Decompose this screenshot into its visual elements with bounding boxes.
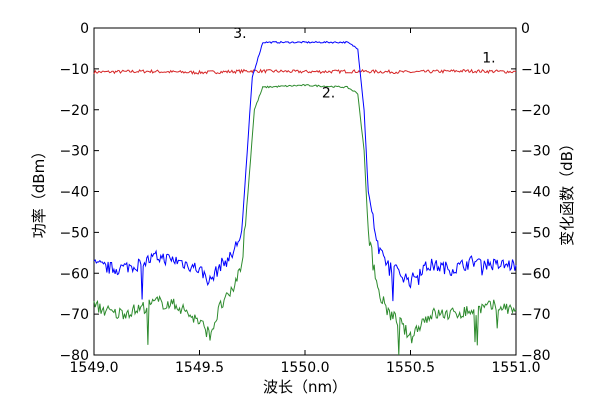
x-tick-label: 1549.0 [70,360,119,376]
annotation-label: 3. [233,26,246,42]
series-line-1 [93,68,517,75]
annotation-label: 2. [322,85,335,101]
y-tick-label-right: −80 [521,348,551,364]
series-group [93,40,517,356]
y-tick-label-left: −20 [59,103,89,119]
y-axis-label-left: 功率（dBm） [30,144,48,238]
y-tick-label-left: −40 [59,185,89,201]
x-tick-label: 1550.5 [386,360,435,376]
ticks: 1549.0 1549.5 1550.0 1550.5 1551.0 0 0 −10 −10 −2… [59,21,550,376]
y-tick-label-left: −10 [59,62,89,78]
y-axis-label-right: 变化函数（dB） [558,136,576,246]
x-tick-label: 1549.5 [175,360,224,376]
y-tick-label-right: −70 [521,307,551,323]
plot-frame [93,27,517,356]
y-tick-label-right: −40 [521,185,551,201]
y-tick-label-left: −50 [59,225,89,241]
annotation-label: 1. [482,51,495,67]
series-line-2 [93,40,517,302]
y-tick-label-left: 0 [80,21,89,37]
y-tick-label-right: 0 [521,21,530,37]
y-tick-label-left: −80 [59,348,89,364]
x-axis-label: 波长（nm） [263,378,347,396]
x-tick-label: 1551.0 [492,360,541,376]
y-tick-label-left: −60 [59,266,89,282]
x-tick-label: 1550.0 [281,360,330,376]
y-tick-label-right: −10 [521,62,551,78]
y-tick-label-left: −30 [59,144,89,160]
y-tick-label-right: −20 [521,103,551,119]
annotations: 1. 2. 3. [233,26,495,101]
y-tick-label-right: −30 [521,144,551,160]
y-tick-label-left: −70 [59,307,89,323]
y-tick-label-right: −60 [521,266,551,282]
y-tick-label-right: −50 [521,225,551,241]
series-line-3 [93,83,517,356]
